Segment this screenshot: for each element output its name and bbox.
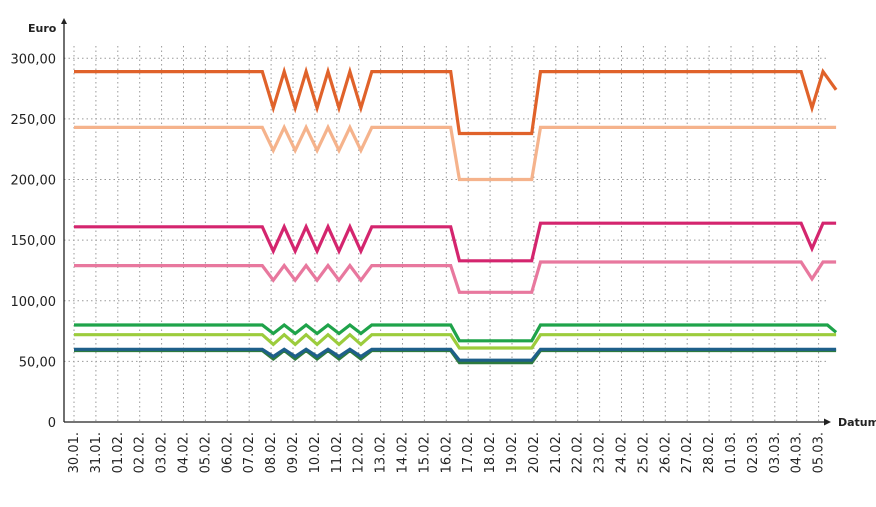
x-tick-label: 24.02. bbox=[615, 432, 630, 473]
y-tick-label: 50,00 bbox=[19, 355, 56, 370]
x-tick-label: 27.02. bbox=[680, 432, 695, 473]
series-line-8 bbox=[74, 347, 837, 362]
x-tick-label: 23.02. bbox=[593, 432, 608, 473]
x-tick-label: 15.02. bbox=[417, 432, 432, 473]
x-tick-label: 01.03. bbox=[724, 432, 739, 473]
x-tick-label: 17.02. bbox=[461, 432, 476, 473]
y-tick-label: 0 bbox=[48, 416, 56, 431]
x-tick-label: 14.02. bbox=[396, 432, 411, 473]
x-tick-label: 08.02. bbox=[264, 432, 279, 473]
x-tick-label: 18.02. bbox=[483, 432, 498, 473]
x-tick-label: 03.02. bbox=[155, 432, 170, 473]
y-tick-label: 300,00 bbox=[11, 52, 57, 67]
x-tick-label: 16.02. bbox=[439, 432, 454, 473]
x-tick-label: 11.02. bbox=[330, 432, 345, 473]
x-tick-label: 04.02. bbox=[177, 432, 192, 473]
x-tick-label: 22.02. bbox=[571, 432, 586, 473]
x-tick-label: 31.01. bbox=[89, 432, 104, 473]
x-axis-arrow bbox=[824, 418, 831, 426]
y-axis-arrow bbox=[61, 18, 67, 24]
series-line-5 bbox=[74, 322, 838, 343]
x-tick-label: 30.01. bbox=[67, 432, 82, 473]
x-tick-label: 28.02. bbox=[702, 432, 717, 473]
series-lines bbox=[74, 66, 838, 365]
series-line-1 bbox=[74, 66, 838, 136]
series-line-2 bbox=[74, 123, 837, 182]
x-tick-label: 09.02. bbox=[286, 432, 301, 473]
y-tick-label: 100,00 bbox=[11, 295, 57, 310]
y-tick-labels: 0 50,00 100,00 150,00 200,00 250,00 300,00 bbox=[11, 52, 57, 431]
y-axis-title: Euro bbox=[28, 22, 57, 35]
x-tick-label: 01.02. bbox=[111, 432, 126, 473]
y-tick-label: 200,00 bbox=[11, 174, 57, 189]
x-tick-label: 21.02. bbox=[549, 432, 564, 473]
grid-lines bbox=[64, 46, 828, 422]
x-tick-label: 20.02. bbox=[527, 432, 542, 473]
y-tick-label: 250,00 bbox=[11, 113, 57, 128]
x-tick-label: 26.02. bbox=[658, 432, 673, 473]
axes bbox=[61, 18, 831, 426]
y-tick-label: 150,00 bbox=[11, 234, 57, 249]
x-tick-label: 03.03. bbox=[768, 432, 783, 473]
x-tick-label: 04.03. bbox=[790, 432, 805, 473]
series-line-4 bbox=[74, 260, 837, 294]
x-tick-label: 19.02. bbox=[505, 432, 520, 473]
x-tick-label: 06.02. bbox=[220, 432, 235, 473]
x-tick-label: 05.03. bbox=[812, 432, 827, 473]
x-tick-label: 10.02. bbox=[308, 432, 323, 473]
x-tick-label: 05.02. bbox=[198, 432, 213, 473]
x-axis-title: Datum bbox=[838, 416, 876, 429]
x-tick-label: 12.02. bbox=[352, 432, 367, 473]
x-tick-labels: 30.01. 31.01. 01.02. 02.02. 03.02. 04.02. 05.0… bbox=[67, 432, 827, 473]
x-tick-label: 13.02. bbox=[374, 432, 389, 473]
x-tick-label: 02.03. bbox=[746, 432, 761, 473]
series-line-3 bbox=[74, 221, 837, 263]
x-tick-label: 02.02. bbox=[133, 432, 148, 473]
series-line-6 bbox=[74, 332, 837, 350]
x-tick-label: 25.02. bbox=[636, 432, 651, 473]
x-tick-label: 07.02. bbox=[242, 432, 257, 473]
